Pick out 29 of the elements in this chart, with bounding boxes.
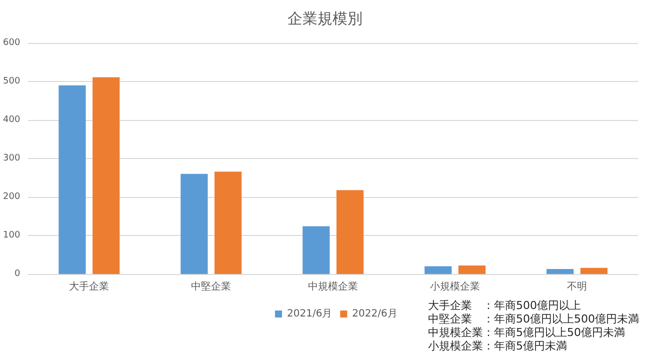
y-tick-label: 400	[2, 115, 20, 125]
y-tick-label: 200	[2, 192, 20, 202]
x-tick-label: 大手企業	[69, 280, 110, 292]
bar	[214, 172, 242, 274]
legend-label: 2021/6月	[287, 308, 332, 320]
text: 中堅企業 ：年商50億円以上500億円未満	[428, 312, 639, 326]
bar	[92, 77, 120, 274]
x-tick-label: 不明	[567, 282, 588, 292]
text: 小規模企業：年商5億円未満	[428, 340, 567, 352]
x-tick-label: 中規模企業	[308, 280, 358, 292]
bar	[302, 226, 330, 274]
y-tick-label: 300	[2, 154, 20, 164]
text: 大手企業 ：年商500億円以上	[428, 299, 581, 312]
y-tick-label: 500	[2, 76, 20, 86]
chart-title: 企業規模別	[288, 10, 362, 28]
y-tick-label: 600	[2, 38, 20, 48]
y-tick-label: 100	[2, 230, 20, 240]
bar	[458, 266, 486, 274]
x-tick-label: 小規模企業	[430, 280, 480, 292]
bar	[58, 85, 86, 274]
bar	[580, 268, 608, 274]
y-tick-label: 0	[14, 269, 20, 279]
bar	[336, 190, 364, 274]
bar	[546, 268, 574, 274]
legend-label: 2022/6月	[352, 308, 398, 320]
text: 中規模企業：年商5億円以上50億円未満	[428, 326, 625, 339]
x-tick-label: 中堅企業	[191, 280, 232, 292]
bar	[180, 174, 208, 274]
bar	[424, 266, 452, 274]
